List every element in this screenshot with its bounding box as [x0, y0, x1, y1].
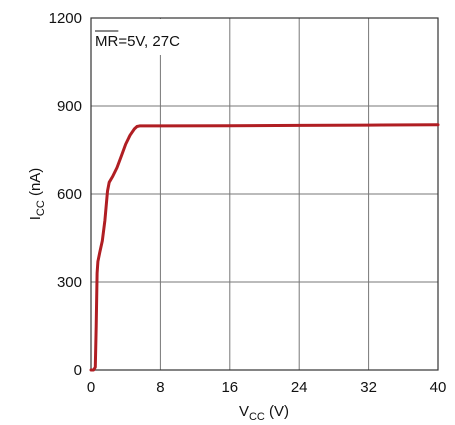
x-tick-label: 24 [291, 379, 308, 396]
y-axis-label-sub: CC [35, 200, 47, 216]
x-axis-label-main: V [239, 403, 249, 420]
series-layer [89, 123, 440, 372]
y-axis-label-main: I [27, 216, 44, 220]
annotation-rest: =5V, 27C [118, 33, 180, 50]
x-axis-label-sub: CC [249, 411, 265, 423]
x-tick-label: 16 [221, 379, 238, 396]
x-axis-label: VCC (V) [239, 403, 289, 423]
y-tick-label: 300 [57, 274, 82, 291]
x-tick-label: 40 [430, 379, 447, 396]
annotation: MR=5V, 27C [95, 33, 180, 50]
y-tick-label: 600 [57, 186, 82, 203]
x-axis-label-unit: (V) [265, 403, 289, 420]
icc-series-line [89, 123, 440, 372]
y-axis-label-unit: (nA) [27, 168, 44, 201]
x-tick-label: 0 [87, 379, 95, 396]
y-axis-label: ICC (nA) [27, 168, 47, 221]
annotation-background [92, 19, 202, 55]
annotation-overlined: MR [95, 33, 118, 50]
plot-frame [90, 17, 439, 371]
grid [91, 18, 438, 370]
x-tick-label: 32 [360, 379, 377, 396]
x-tick-label: 8 [156, 379, 164, 396]
y-tick-label: 0 [74, 362, 82, 379]
tick-labels: 0 8 16 24 32 40 0 300 600 900 1200 [49, 10, 447, 396]
y-tick-label: 900 [57, 98, 82, 115]
y-tick-label: 1200 [49, 10, 82, 27]
